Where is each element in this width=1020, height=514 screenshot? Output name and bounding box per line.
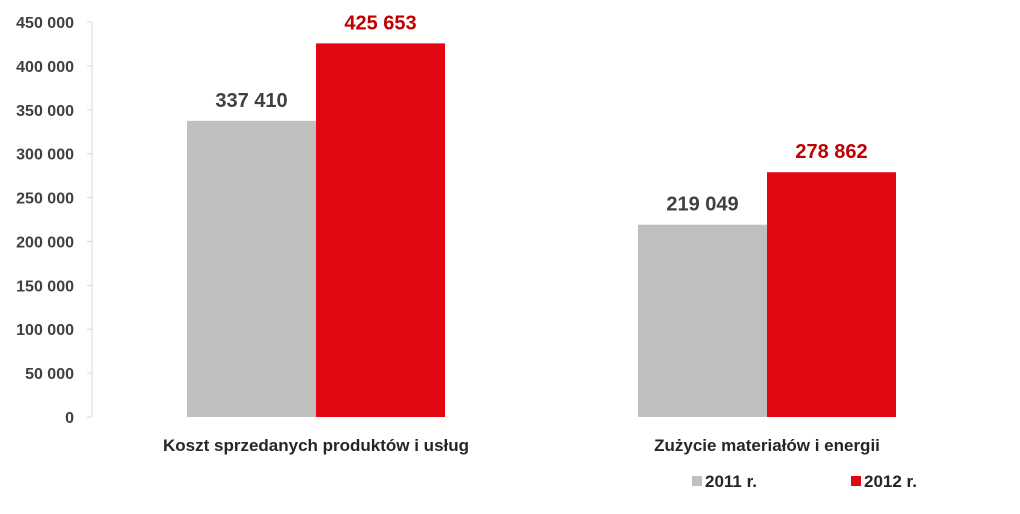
category-labels: Koszt sprzedanych produktów i usług Zużyc… — [163, 436, 880, 455]
y-tick-label: 200 000 — [16, 234, 74, 251]
y-tick-label: 400 000 — [16, 59, 74, 76]
y-tick-label: 50 000 — [25, 366, 74, 383]
bars — [187, 43, 896, 418]
data-label: 219 049 — [666, 194, 738, 216]
bar — [638, 224, 767, 417]
category-label: Zużycie materiałów i energii — [654, 436, 880, 455]
legend-label: 2012 r. — [864, 472, 917, 491]
y-tick-label: 450 000 — [16, 15, 74, 32]
data-label: 278 862 — [795, 141, 867, 163]
bar — [187, 120, 316, 417]
y-tick-label: 250 000 — [16, 191, 74, 208]
legend-label: 2011 r. — [705, 472, 757, 491]
y-tick-label: 150 000 — [16, 278, 74, 295]
legend-item: 2012 r. — [851, 472, 917, 491]
category-label: Koszt sprzedanych produktów i usług — [163, 436, 469, 455]
data-labels: 337 410 425 653 219 049 278 862 — [215, 12, 867, 215]
y-tick-label: 300 000 — [16, 147, 74, 164]
bar — [767, 172, 896, 417]
y-tick-label: 350 000 — [16, 103, 74, 120]
y-axis: 0 50 000 100 000 150 000 200 000 250 000 300 0… — [16, 15, 93, 427]
y-tick-label: 100 000 — [16, 322, 74, 339]
bar — [316, 43, 445, 418]
legend-item: 2011 r. — [692, 472, 757, 491]
legend-swatch — [692, 476, 702, 486]
legend: 2011 r. 2012 r. — [692, 472, 917, 491]
data-label: 425 653 — [344, 12, 416, 34]
y-tick-label: 0 — [65, 410, 74, 427]
data-label: 337 410 — [215, 90, 287, 112]
legend-swatch — [851, 476, 861, 486]
